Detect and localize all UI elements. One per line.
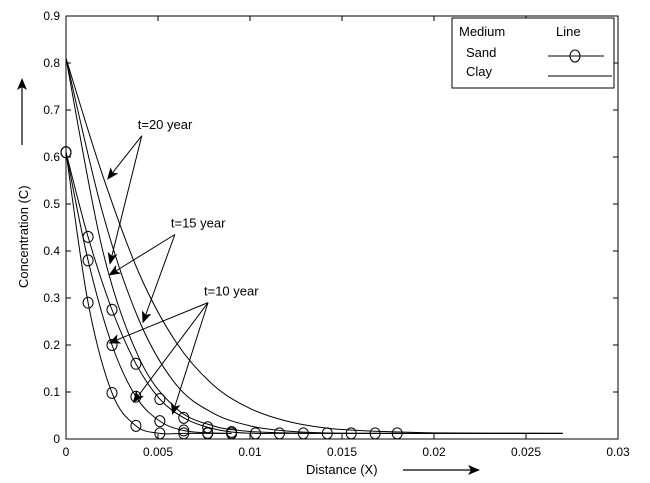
x-axis-label: Distance (X) (306, 462, 378, 477)
x-tick-label: 0.03 (606, 445, 630, 459)
legend: Medium Line Sand Clay (452, 18, 614, 88)
series-line-clay-t-15-year (66, 58, 563, 433)
y-tick-label: 0.5 (43, 197, 60, 211)
legend-header-medium: Medium (459, 24, 505, 39)
y-tick-label: 0.7 (43, 103, 60, 117)
annotation-label: t=15 year (171, 216, 226, 231)
x-tick-label: 0.005 (143, 445, 173, 459)
annotation-label: t=20 year (138, 117, 193, 132)
annotation-arrow (110, 136, 142, 263)
series-line-clay-t-20-year (66, 58, 563, 433)
y-axis-label: Concentration (C) (16, 185, 31, 288)
x-tick-label: 0.025 (511, 445, 541, 459)
legend-entry-clay-label: Clay (466, 64, 493, 79)
legend-entry-sand-label: Sand (466, 45, 496, 60)
x-tick-label: 0 (63, 445, 70, 459)
annotation-arrow (173, 303, 208, 414)
y-tick-label: 0.4 (43, 244, 60, 258)
y-tick-label: 0.2 (43, 338, 60, 352)
x-tick-label: 0.01 (238, 445, 262, 459)
series-layer (61, 58, 563, 439)
y-tick-label: 0.1 (43, 385, 60, 399)
series-line-clay-t-10-year (66, 58, 563, 433)
y-tick-label: 0 (53, 432, 60, 446)
y-tick-label: 0.9 (43, 9, 60, 23)
x-tick-label: 0.015 (327, 445, 357, 459)
annotation-arrow (143, 235, 175, 322)
y-tick-label: 0.3 (43, 291, 60, 305)
y-tick-label: 0.8 (43, 56, 60, 70)
legend-header-line: Line (556, 24, 581, 39)
x-tick-label: 0.02 (422, 445, 446, 459)
y-tick-label: 0.6 (43, 150, 60, 164)
annotations: t=20 year t=15 year t=10 year (108, 117, 259, 413)
annotation-label: t=10 year (204, 284, 259, 299)
annotation-arrow (110, 235, 175, 275)
